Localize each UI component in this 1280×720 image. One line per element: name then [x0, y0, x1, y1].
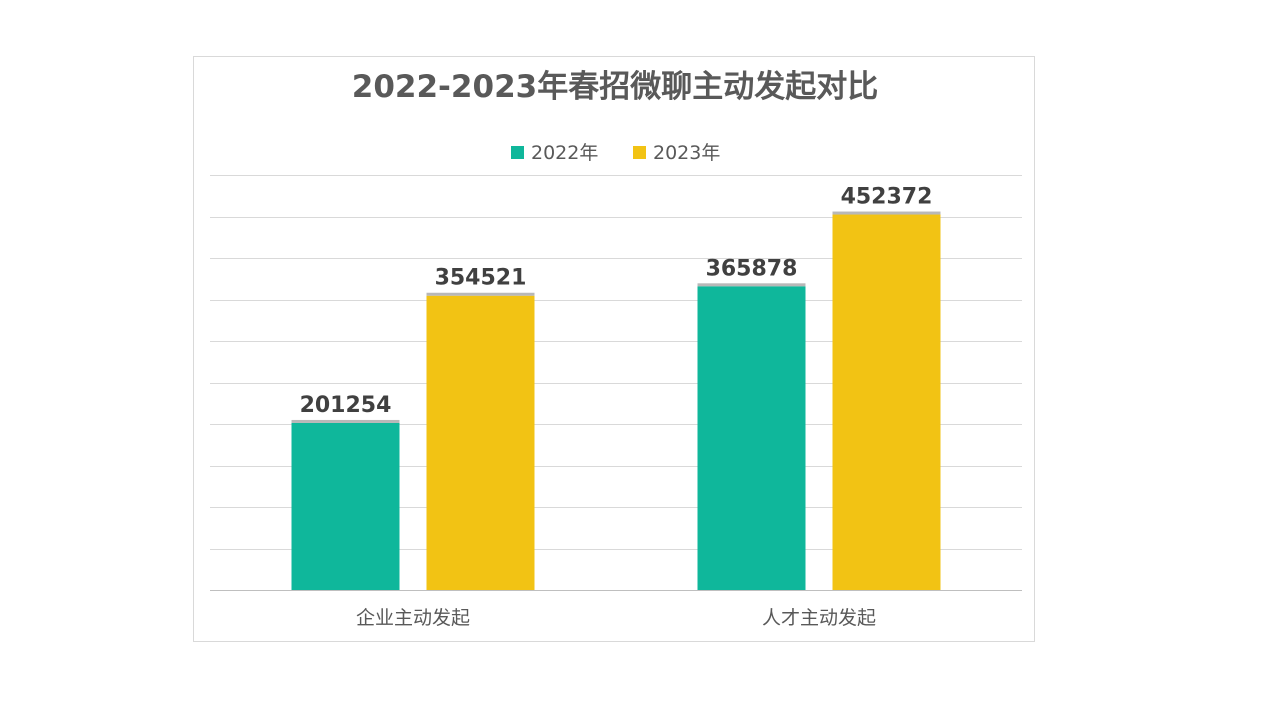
category-label: 企业主动发起 [356, 607, 470, 629]
data-label: 201254 [300, 393, 392, 418]
legend-label: 2023年 [653, 142, 720, 164]
bar-top-edge [291, 419, 400, 423]
data-label: 452372 [841, 185, 933, 210]
bar [426, 295, 535, 590]
bar-top-edge [832, 211, 941, 215]
bar-top-edge [697, 283, 806, 287]
legend-swatch [511, 146, 524, 159]
chart-frame: 2022-2023年春招微聊主动发起对比 2022年 2023年 201254 35… [193, 56, 1035, 642]
data-labels: 201254 354521 365878 452372 [300, 185, 933, 418]
data-label: 365878 [706, 256, 798, 281]
bar [832, 214, 941, 590]
bars [291, 211, 941, 590]
chart-title: 2022-2023年春招微聊主动发起对比 [352, 69, 878, 105]
bar-chart: 2022-2023年春招微聊主动发起对比 2022年 2023年 201254 35… [210, 69, 1022, 629]
category-label: 人才主动发起 [762, 607, 876, 629]
legend: 2022年 2023年 [511, 142, 720, 164]
category-labels: 企业主动发起 人才主动发起 [356, 607, 876, 629]
bar [291, 422, 400, 590]
bar [697, 286, 806, 590]
bar-top-edge [426, 292, 535, 296]
legend-swatch [633, 146, 646, 159]
legend-label: 2022年 [531, 142, 598, 164]
data-label: 354521 [435, 266, 527, 291]
